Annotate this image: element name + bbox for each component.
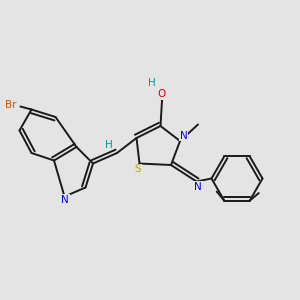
Text: N: N	[180, 130, 188, 141]
Text: O: O	[157, 89, 166, 99]
Text: S: S	[135, 164, 141, 175]
Text: N: N	[61, 195, 69, 205]
Text: H: H	[105, 140, 112, 150]
Text: H: H	[148, 77, 155, 88]
Text: Br: Br	[5, 100, 16, 110]
Text: N: N	[194, 182, 202, 192]
